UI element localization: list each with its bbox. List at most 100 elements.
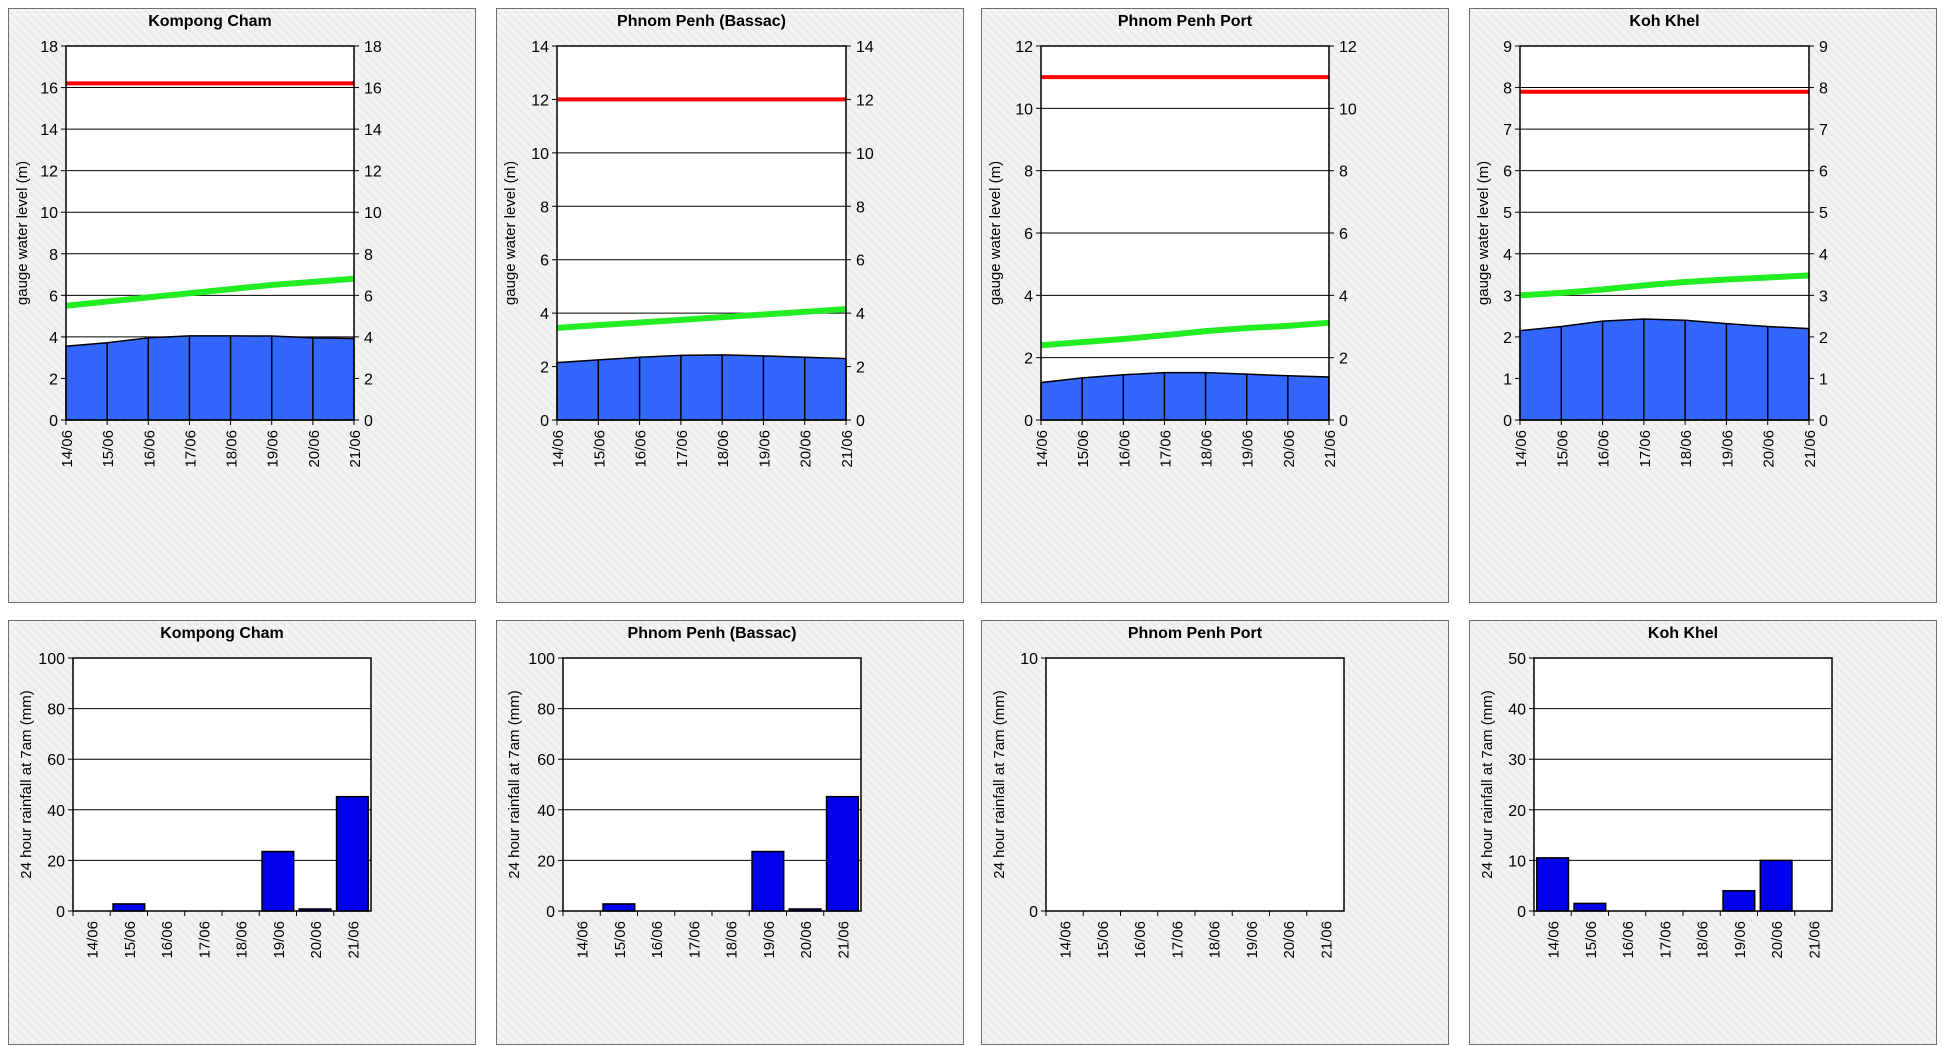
rain-bar: [335, 795, 369, 912]
chart-rain-phnom-penh-bassac: Phnom Penh (Bassac) 0 20 40 60 80 100 24 hour r…: [506, 625, 862, 959]
y2-tick-label: 8: [364, 247, 373, 264]
panel-rain-koh-khel: Koh Khel 0 10 20 30 40 50 24 hour rainfall at 7…: [1469, 620, 1937, 1045]
y-tick-label: 0: [546, 904, 555, 921]
y-tick-label: 4: [540, 306, 549, 323]
y-tick-label: 6: [1503, 164, 1512, 181]
y-tick-label: 12: [531, 92, 549, 109]
panel-level-koh-khel: Koh Khel 0 0 1 1 2 2 3 3 4 4 5 5 6 6 7 7 8 8 9 9 gauge water …: [1469, 8, 1937, 603]
rain-bar: [1573, 902, 1607, 912]
y2-tick-label: 10: [856, 146, 874, 163]
x-tick-label: 20/06: [308, 921, 325, 959]
plot-border: [1045, 657, 1345, 912]
y-axis-label: gauge water level (m): [502, 161, 519, 305]
chart-rain-phnom-penh-port: Phnom Penh Port 0 10 24 hour rainfall at 7a…: [991, 625, 1345, 959]
y2-tick-label: 8: [1819, 81, 1828, 98]
y-tick-label: 7: [1503, 122, 1512, 139]
y-axis-label: 24 hour rainfall at 7am (mm): [1479, 690, 1496, 878]
y-tick-label: 0: [49, 413, 58, 430]
rain-bar: [1722, 890, 1756, 912]
x-tick-label: 18/06: [724, 921, 741, 959]
y2-tick-label: 2: [1819, 330, 1828, 347]
y-tick-label: 12: [1015, 39, 1033, 56]
y-tick-label: 40: [47, 803, 65, 820]
chart-level-phnom-penh-port: Phnom Penh Port 0 0 2 2 4 4 6 6 8 8 10 10 12 12 gauge w…: [987, 13, 1357, 468]
y2-tick-label: 14: [856, 39, 874, 56]
x-tick-label: 14/06: [1058, 921, 1075, 959]
y-axis: 0 20 40 60 80 100: [528, 651, 861, 921]
y-tick-label: 12: [40, 164, 58, 181]
y-tick-label: 0: [56, 904, 65, 921]
y-tick-label: 10: [1508, 853, 1526, 870]
alarm-level-line: [65, 275, 355, 309]
alarm-level-line: [556, 306, 847, 331]
y-tick-label: 10: [1020, 651, 1038, 668]
x-tick-label: 15/06: [1095, 921, 1112, 959]
water-level-area: [556, 354, 847, 421]
x-tick-label: 19/06: [271, 921, 288, 959]
y-axis-label: gauge water level (m): [14, 161, 31, 305]
x-tick-label: 20/06: [1281, 921, 1298, 959]
y-tick-label: 0: [1024, 413, 1033, 430]
x-tick-label: 21/06: [839, 430, 856, 468]
y2-tick-label: 14: [364, 122, 382, 139]
plot-border: [556, 45, 847, 421]
y-tick-label: 10: [1015, 101, 1033, 118]
y-tick-label: 30: [1508, 752, 1526, 769]
water-level-area: [1040, 371, 1330, 421]
y-tick-label: 40: [1508, 702, 1526, 719]
x-tick-label: 21/06: [1806, 921, 1823, 959]
x-tick-label: 19/06: [265, 430, 282, 468]
chart-title: Phnom Penh Port: [1128, 625, 1263, 642]
y2-tick-label: 9: [1819, 39, 1828, 56]
y-tick-label: 60: [537, 752, 555, 769]
panel-rain-phnom-penh-port: Phnom Penh Port 0 10 24 hour rainfall at 7a…: [981, 620, 1449, 1045]
y-tick-label: 5: [1503, 205, 1512, 222]
plot-area: [73, 658, 371, 911]
y-axis-label: gauge water level (m): [987, 161, 1004, 305]
y-tick-label: 20: [1508, 803, 1526, 820]
chart-title: Koh Khel: [1629, 13, 1699, 30]
water-level-area: [1519, 318, 1810, 421]
y2-tick-label: 10: [364, 205, 382, 222]
chart-level-kompong-cham: Kompong Cham 0 0 2 2 4 4 6 6 8 8 10 10 12 12 14 14 16 16 18…: [14, 13, 382, 468]
chart-level-koh-khel: Koh Khel 0 0 1 1 2 2 3 3 4 4 5 5 6 6 7 7 8 8 9 9 gauge water …: [1475, 13, 1828, 468]
x-tick-label: 20/06: [1769, 921, 1786, 959]
x-tick-label: 21/06: [1802, 430, 1819, 468]
y-tick-label: 14: [531, 39, 549, 56]
y-tick-label: 60: [47, 752, 65, 769]
chart-rain-kompong-cham: Kompong Cham 0 20 40 60 80 100 24 hour rainfall…: [18, 625, 372, 959]
x-tick-label: 19/06: [1240, 430, 1257, 468]
y2-tick-label: 4: [1339, 288, 1348, 305]
y2-tick-label: 0: [856, 413, 865, 430]
plot-border: [1040, 45, 1330, 421]
x-tick-label: 14/06: [1513, 430, 1530, 468]
chart-title: Koh Khel: [1648, 625, 1718, 642]
x-tick-label: 16/06: [1116, 430, 1133, 468]
chart-title: Kompong Cham: [160, 625, 284, 642]
plot-area: [563, 658, 861, 911]
chart-rain-koh-khel: Koh Khel 0 10 20 30 40 50 24 hour rainfall at 7…: [1479, 625, 1833, 959]
x-tick-label: 19/06: [1732, 921, 1749, 959]
y2-tick-label: 2: [856, 360, 865, 377]
plot-area: [1046, 658, 1344, 911]
y-tick-label: 10: [531, 146, 549, 163]
plot-border: [72, 657, 372, 912]
y-axis: 0 0 1 1 2 2 3 3 4 4 5 5 6 6 7 7 8 8 9 9: [1503, 39, 1828, 430]
alarm-level-line: [1519, 272, 1810, 299]
x-tick-label: 15/06: [100, 430, 117, 468]
y-axis: 0 0 2 2 4 4 6 6 8 8 10 10 12 12: [1015, 39, 1357, 430]
y-tick-label: 6: [1024, 226, 1033, 243]
y-tick-label: 10: [40, 205, 58, 222]
y2-tick-label: 12: [364, 164, 382, 181]
x-tick-label: 17/06: [686, 921, 703, 959]
y-tick-label: 20: [537, 853, 555, 870]
x-tick-label: 16/06: [649, 921, 666, 959]
y-tick-label: 100: [528, 651, 555, 668]
y-tick-label: 6: [49, 288, 58, 305]
water-level-area: [65, 335, 355, 421]
x-tick-label: 18/06: [224, 430, 241, 468]
y2-tick-label: 7: [1819, 122, 1828, 139]
y2-tick-label: 0: [1819, 413, 1828, 430]
x-tick-label: 20/06: [1281, 430, 1298, 468]
x-tick-label: 17/06: [1169, 921, 1186, 959]
